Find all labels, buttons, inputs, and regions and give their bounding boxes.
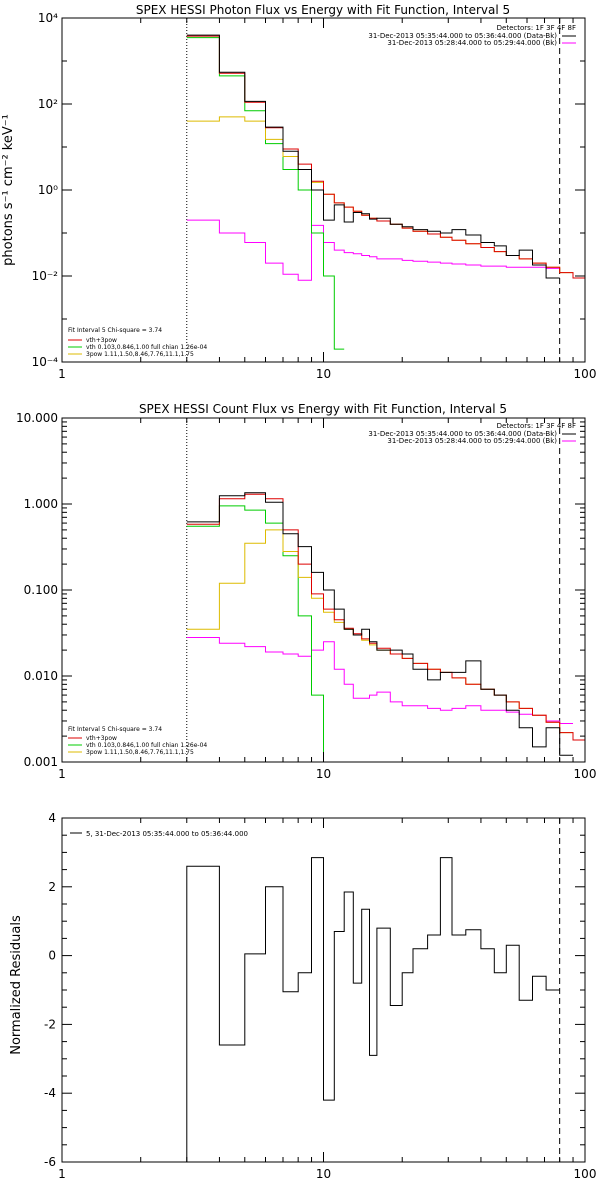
residuals-y-tick-label: -6 — [44, 1155, 56, 1169]
photon-flux-y-tick-label: 10⁻⁴ — [32, 355, 59, 369]
photon-flux-panel: SPEX HESSI Photon Flux vs Energy with Fi… — [1, 3, 596, 381]
photon-flux-fit-note: Fit Interval 5 Chi-square = 3.74 — [68, 327, 162, 334]
photon-flux-powerlaw-model-step — [186, 116, 585, 279]
count-flux-data-step — [186, 492, 573, 756]
photon-flux-x-tick-label: 1 — [58, 367, 66, 381]
residuals-panel: Normalized Residuals 5, 31-Dec-2013 05:3… — [9, 811, 596, 1181]
residuals-y-tick-label: -2 — [44, 1017, 56, 1031]
count-flux-x-tick-label: 10 — [316, 767, 331, 781]
count-flux-note-model: vth+3pow — [86, 735, 117, 742]
count-flux-y-tick-label: 0.100 — [24, 583, 58, 597]
count-flux-x-tick-label: 1 — [58, 767, 66, 781]
residuals-legend-label: 5, 31-Dec-2013 05:35:44.000 to 05:36:44.… — [86, 830, 248, 838]
count-flux-x-tick-label: 100 — [574, 767, 597, 781]
count-flux-background-step — [186, 637, 573, 724]
count-flux-y-tick-label: 1.000 — [24, 497, 58, 511]
photon-flux-legend-bk: 31-Dec-2013 05:28:44.000 to 05:29:44.000… — [387, 39, 557, 47]
photon-flux-y-tick-label: 10⁴ — [38, 11, 58, 25]
residuals-y-axis-label: Normalized Residuals — [9, 915, 24, 1055]
photon-flux-detectors: Detectors: 1F 3F 4F 8F — [497, 24, 576, 32]
photon-flux-data-step — [186, 34, 560, 279]
photon-flux-background-step — [186, 219, 560, 281]
photon-flux-title: SPEX HESSI Photon Flux vs Energy with Fi… — [136, 3, 510, 17]
photon-flux-x-tick-label: 10 — [316, 367, 331, 381]
photon-flux-x-tick-label: 100 — [574, 367, 597, 381]
residuals-residuals-step — [186, 857, 560, 1162]
photon-flux-y-tick-label: 10⁻² — [32, 269, 59, 283]
residuals-y-tick-label: -4 — [44, 1086, 56, 1100]
residuals-x-tick-label: 1 — [58, 1167, 66, 1181]
residuals-y-tick-label: 4 — [48, 811, 56, 825]
photon-flux-legend-data: 31-Dec-2013 05:35:44.000 to 05:36:44.000… — [368, 32, 557, 40]
count-flux-y-tick-label: 0.001 — [24, 755, 58, 769]
count-flux-title: SPEX HESSI Count Flux vs Energy with Fit… — [139, 402, 507, 416]
count-flux-fit-note: Fit Interval 5 Chi-square = 3.74 — [68, 726, 162, 733]
count-flux-legend-bk: 31-Dec-2013 05:28:44.000 to 05:29:44.000… — [387, 437, 557, 445]
count-flux-note-vth: vth 0.103,0.846,1.00 full chian 1.26e-04 — [86, 742, 207, 749]
photon-flux-note-pow: 3pow 1.11,1.50,8.46,7.76,11.1,1.75 — [86, 351, 194, 358]
count-flux-legend-data: 31-Dec-2013 05:35:44.000 to 05:36:44.000… — [368, 430, 557, 438]
photon-flux-thermal-model-step — [186, 37, 345, 350]
photon-flux-y-tick-label: 10² — [38, 97, 58, 111]
count-flux-note-pow: 3pow 1.11,1.50,8.46,7.76,11.1,1.75 — [86, 749, 194, 756]
photon-flux-y-tick-label: 10⁰ — [38, 183, 58, 197]
count-flux-total-model-step — [186, 493, 585, 741]
count-flux-y-tick-label: 10.000 — [16, 411, 58, 425]
residuals-x-tick-label: 10 — [316, 1167, 331, 1181]
count-flux-detectors: Detectors: 1F 3F 4F 8F — [497, 422, 576, 430]
count-flux-thermal-model-step — [186, 505, 335, 762]
residuals-y-tick-label: 2 — [48, 880, 56, 894]
count-flux-panel: SPEX HESSI Count Flux vs Energy with Fit… — [16, 402, 596, 781]
photon-flux-note-vth: vth 0.103,0.846,1.00 full chian 1.26e-04 — [86, 344, 207, 351]
photon-flux-total-model-step — [186, 35, 585, 279]
photon-flux-note-model: vth+3pow — [86, 337, 117, 344]
residuals-y-tick-label: 0 — [48, 949, 56, 963]
count-flux-y-tick-label: 0.010 — [24, 669, 58, 683]
residuals-x-tick-label: 100 — [574, 1167, 597, 1181]
photon-flux-y-axis-label: photons s⁻¹ cm⁻² keV⁻¹ — [1, 114, 16, 266]
